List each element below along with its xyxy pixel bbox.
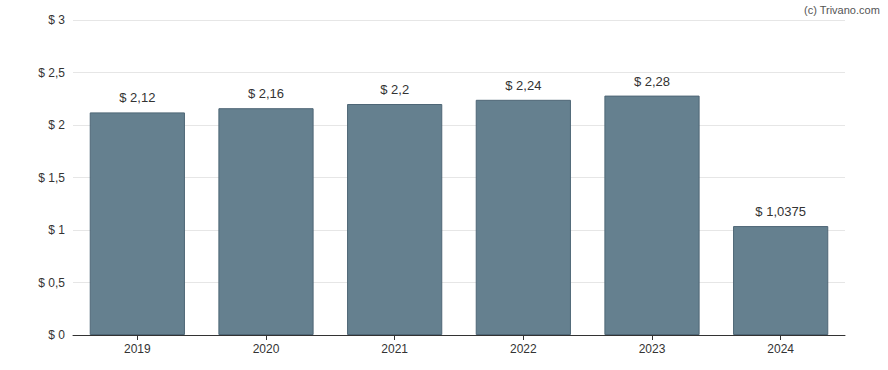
svg-text:$ 2,28: $ 2,28 <box>634 74 670 89</box>
svg-text:2023: 2023 <box>639 342 666 356</box>
svg-text:2022: 2022 <box>510 342 537 356</box>
svg-text:$ 2,24: $ 2,24 <box>505 78 541 93</box>
svg-text:$ 2,5: $ 2,5 <box>38 66 65 80</box>
svg-text:$ 3: $ 3 <box>48 13 65 27</box>
svg-text:$ 2,16: $ 2,16 <box>248 86 284 101</box>
svg-text:$ 0: $ 0 <box>48 328 65 342</box>
svg-text:$ 2,2: $ 2,2 <box>380 82 409 97</box>
svg-text:2024: 2024 <box>767 342 794 356</box>
svg-text:2019: 2019 <box>124 342 151 356</box>
svg-text:$ 2: $ 2 <box>48 118 65 132</box>
svg-text:2021: 2021 <box>381 342 408 356</box>
svg-text:2020: 2020 <box>253 342 280 356</box>
svg-text:$ 2,12: $ 2,12 <box>119 90 155 105</box>
svg-text:$ 1,0375: $ 1,0375 <box>755 204 806 219</box>
svg-text:$ 0,5: $ 0,5 <box>38 276 65 290</box>
svg-text:(c) Trivano.com: (c) Trivano.com <box>804 4 880 16</box>
svg-text:$ 1: $ 1 <box>48 223 65 237</box>
svg-text:$ 1,5: $ 1,5 <box>38 171 65 185</box>
